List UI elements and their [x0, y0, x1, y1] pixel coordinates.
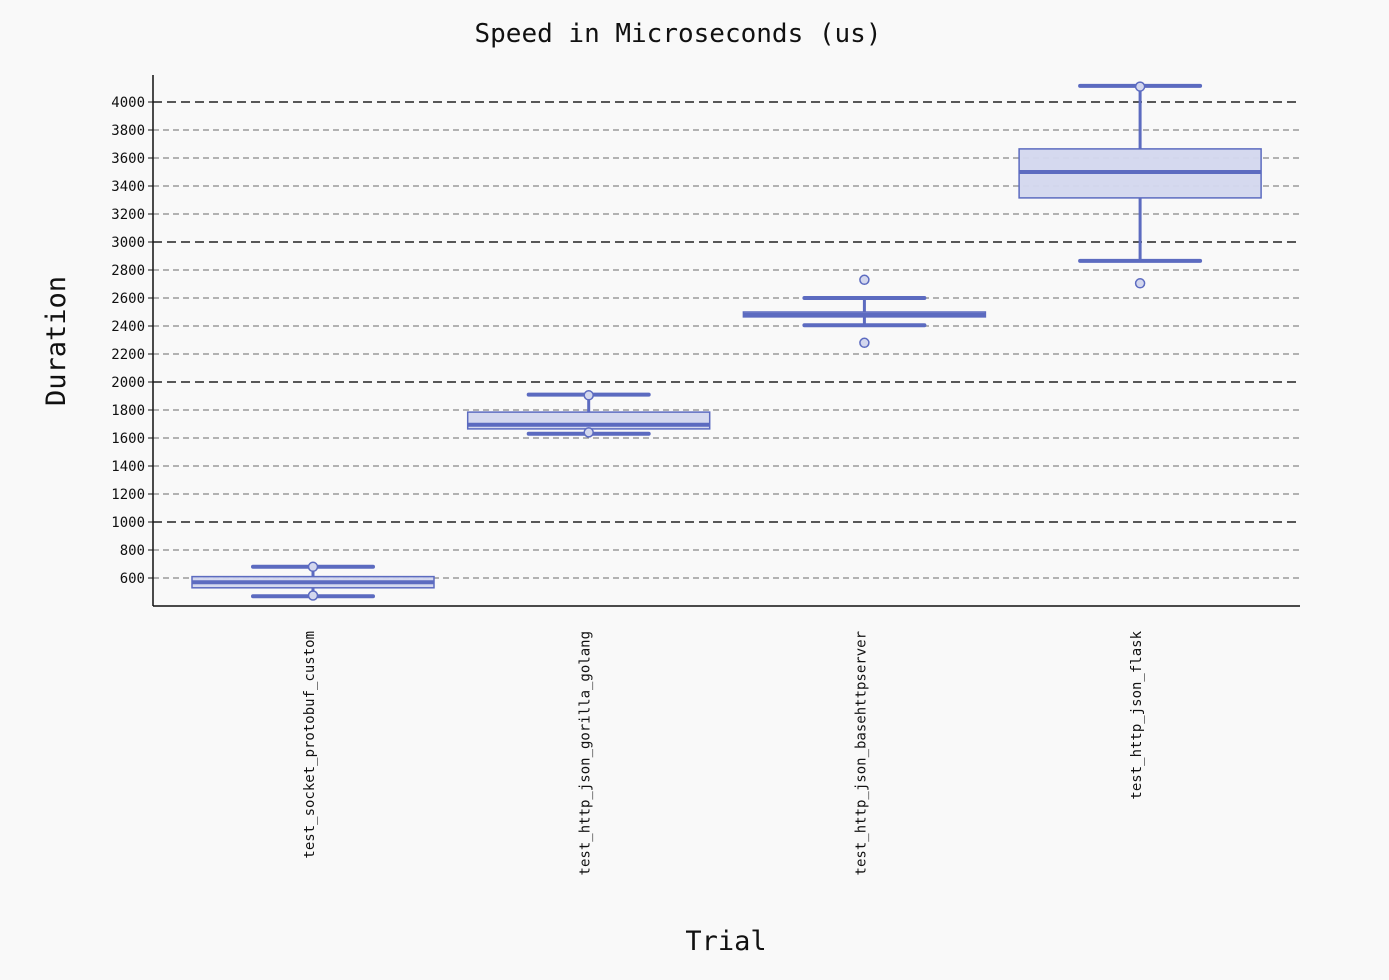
y-tick-label-1800: 1800	[111, 403, 145, 419]
x-category-label: test_http_json_basehttpserver	[853, 631, 869, 875]
outlier-point	[583, 390, 594, 401]
outlier-point	[583, 427, 594, 438]
y-tick-label-800: 800	[120, 543, 145, 559]
y-tick-label-4000: 4000	[111, 95, 145, 111]
y-tick-label-2400: 2400	[111, 319, 145, 335]
y-tick-label-3600: 3600	[111, 151, 145, 167]
y-tick-label-1600: 1600	[111, 431, 145, 447]
x-category-labels: test_socket_protobuf_custom test_http_jso…	[302, 630, 1145, 875]
y-tick-label-3200: 3200	[111, 207, 145, 223]
y-tick-labels: 600 800 1000 1200 1400 1600 1800 2000 2200 2400 26…	[111, 95, 153, 587]
boxes	[191, 81, 1262, 601]
x-category-label: test_socket_protobuf_custom	[302, 631, 318, 859]
y-tick-label-600: 600	[120, 571, 145, 587]
outlier-point	[859, 274, 870, 286]
y-tick-label-3400: 3400	[111, 179, 145, 195]
y-axis-title: Duration	[41, 276, 72, 406]
y-tick-label-1200: 1200	[111, 487, 145, 503]
outlier-point	[307, 561, 319, 573]
x-category-label: test_http_json_flask	[1129, 630, 1145, 799]
box-test_http_json_basehttpserver	[742, 274, 987, 349]
box-test_http_json_flask	[1018, 81, 1262, 289]
y-tick-label-2800: 2800	[111, 263, 145, 279]
y-tick-label-2200: 2200	[111, 347, 145, 363]
outlier-point	[859, 337, 870, 349]
axes	[152, 75, 1300, 607]
y-tick-label-3800: 3800	[111, 123, 145, 139]
y-tick-label-1400: 1400	[111, 459, 145, 475]
x-axis-title: Trial	[685, 926, 766, 957]
x-category-label: test_http_json_gorilla_golang	[578, 631, 594, 875]
y-tick-label-3000: 3000	[111, 235, 145, 251]
outlier-point	[1134, 278, 1146, 289]
box-test_http_json_gorilla_golang	[466, 390, 711, 438]
outlier-point	[307, 590, 319, 601]
chart-title: Speed in Microseconds (us)	[475, 19, 882, 49]
outlier-point	[1134, 81, 1146, 92]
y-tick-label-2000: 2000	[111, 375, 145, 391]
y-tick-label-2600: 2600	[111, 291, 145, 307]
box-test_socket_protobuf_custom	[191, 561, 435, 601]
y-tick-label-1000: 1000	[111, 515, 145, 531]
